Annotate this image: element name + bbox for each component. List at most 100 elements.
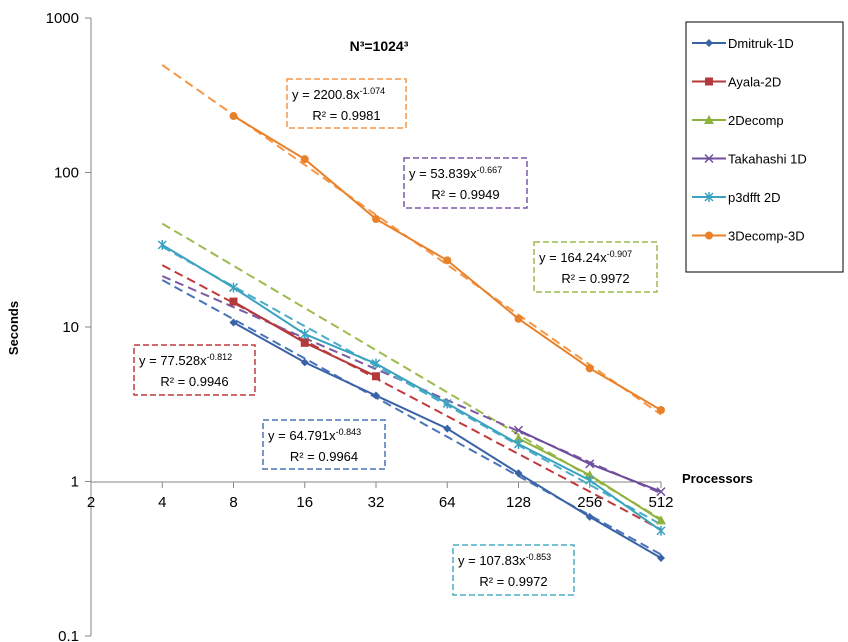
data-point: [657, 553, 665, 562]
x-tick-label: 512: [648, 494, 673, 511]
marker-stroke: [513, 425, 524, 435]
trend-equation-takahashi-1d: y = 53.839x-0.667 R² = 0.9949: [403, 157, 528, 209]
data-point: [704, 192, 714, 202]
data-point: [228, 282, 239, 293]
legend-box: [685, 21, 844, 273]
series-dmitruk-1d: [229, 318, 665, 562]
data-point: [372, 215, 380, 224]
trend-equation-dmitruk-1d: y = 64.791x-0.843 R² = 0.9964: [262, 419, 386, 470]
equation-text: y = 53.839x-0.667: [409, 165, 502, 181]
equation-box: [133, 344, 256, 396]
data-point: [514, 314, 523, 323]
data-point: [514, 469, 523, 478]
series-line: [161, 244, 662, 532]
data-point: [656, 515, 666, 525]
legend-label: Takahashi 1D: [728, 152, 807, 167]
legend-item-3decomp-3d: 3Decomp-3D: [692, 229, 805, 244]
legend-label: p3dfft 2D: [728, 190, 781, 205]
marker-stroke: [704, 153, 714, 164]
y-tick-label: 1000: [46, 10, 79, 27]
trend-equation-2decomp: y = 164.24x-0.907 R² = 0.9972: [533, 241, 658, 293]
data-point: [300, 155, 309, 164]
trendline-p3dfft-2d: [161, 245, 662, 526]
data-point: [300, 358, 309, 367]
legend-label: 3Decomp-3D: [728, 229, 805, 244]
data-point: [443, 256, 452, 265]
y-tick-label: 1: [71, 474, 79, 491]
data-point: [585, 512, 594, 521]
equation-text: y = 77.528x-0.812: [139, 352, 232, 368]
data-point: [705, 77, 713, 86]
data-point: [300, 338, 309, 347]
equation-text: y = 2200.8x-1.074: [292, 86, 385, 102]
y-axis-title: Seconds: [6, 301, 21, 355]
data-point: [442, 398, 452, 409]
chart-title: N³=1024³: [350, 38, 409, 54]
series-ayala-2d: [229, 297, 380, 381]
data-point: [229, 318, 238, 327]
trend-equation-p3dfft-2d: y = 107.83x-0.853 R² = 0.9972: [452, 544, 575, 596]
equation-box: [533, 241, 658, 293]
data-point: [372, 391, 380, 400]
data-point: [705, 39, 713, 47]
marker-stroke: [656, 487, 666, 497]
data-point: [585, 459, 595, 469]
equation-box: [403, 157, 528, 209]
x-tick-label: 256: [577, 494, 602, 511]
data-point: [656, 525, 666, 536]
trendline-ayala-2d: [161, 264, 662, 531]
legend-item-ayala-2d: Ayala-2D: [692, 75, 781, 90]
data-point: [513, 438, 524, 449]
r-squared-text: R² = 0.9964: [290, 449, 358, 464]
data-point: [585, 364, 594, 373]
legend-item-2decomp: 2Decomp: [692, 113, 784, 128]
x-tick-label: 8: [229, 494, 237, 511]
data-point: [229, 112, 238, 121]
equation-text: y = 64.791x-0.843: [268, 427, 361, 443]
equation-box: [286, 78, 407, 129]
trend-equation-3decomp-3d: y = 2200.8x-1.074 R² = 0.9981: [286, 78, 407, 129]
legend-label: Ayala-2D: [728, 75, 781, 90]
x-axis-title: Processors: [682, 471, 753, 486]
data-point: [229, 297, 238, 306]
y-tick-label: 0.1: [58, 628, 79, 642]
x-tick-label: 128: [506, 494, 531, 511]
y-tick-label: 100: [54, 165, 79, 182]
x-tick-label: 64: [439, 494, 456, 511]
data-point: [513, 425, 524, 435]
x-tick-label: 2: [87, 494, 95, 511]
data-point: [704, 153, 714, 164]
x-tick-label: 16: [296, 494, 313, 511]
data-point: [704, 115, 714, 124]
series-p3dfft-2d: [157, 239, 666, 536]
trend-equation-ayala-2d: y = 77.528x-0.812 R² = 0.9946: [133, 344, 256, 396]
legend-item-takahashi-1d: Takahashi 1D: [692, 152, 807, 167]
r-squared-text: R² = 0.9972: [561, 271, 629, 286]
data-point: [657, 406, 665, 415]
data-point: [300, 329, 310, 340]
data-point: [705, 231, 713, 240]
data-point: [443, 424, 452, 433]
data-point: [371, 358, 381, 369]
equation-box: [452, 544, 575, 596]
r-squared-text: R² = 0.9946: [160, 374, 228, 389]
series-takahashi-1d: [513, 425, 666, 497]
series-3decomp-3d: [229, 112, 665, 415]
equation-text: y = 107.83x-0.853: [458, 552, 551, 568]
data-point: [157, 239, 167, 250]
r-squared-text: R² = 0.9981: [312, 108, 380, 123]
x-tick-label: 32: [368, 494, 385, 511]
data-point: [585, 475, 595, 486]
marker-stroke: [585, 459, 595, 469]
data-point: [372, 372, 380, 381]
y-tick-label: 10: [62, 319, 79, 336]
equation-text: y = 164.24x-0.907: [539, 249, 632, 265]
data-point: [656, 487, 666, 497]
legend-label: Dmitruk-1D: [728, 36, 794, 51]
x-tick-label: 4: [158, 494, 166, 511]
data-point: [513, 433, 524, 443]
legend-label: 2Decomp: [728, 113, 784, 128]
r-squared-text: R² = 0.9972: [479, 574, 547, 589]
equation-box: [262, 419, 386, 470]
